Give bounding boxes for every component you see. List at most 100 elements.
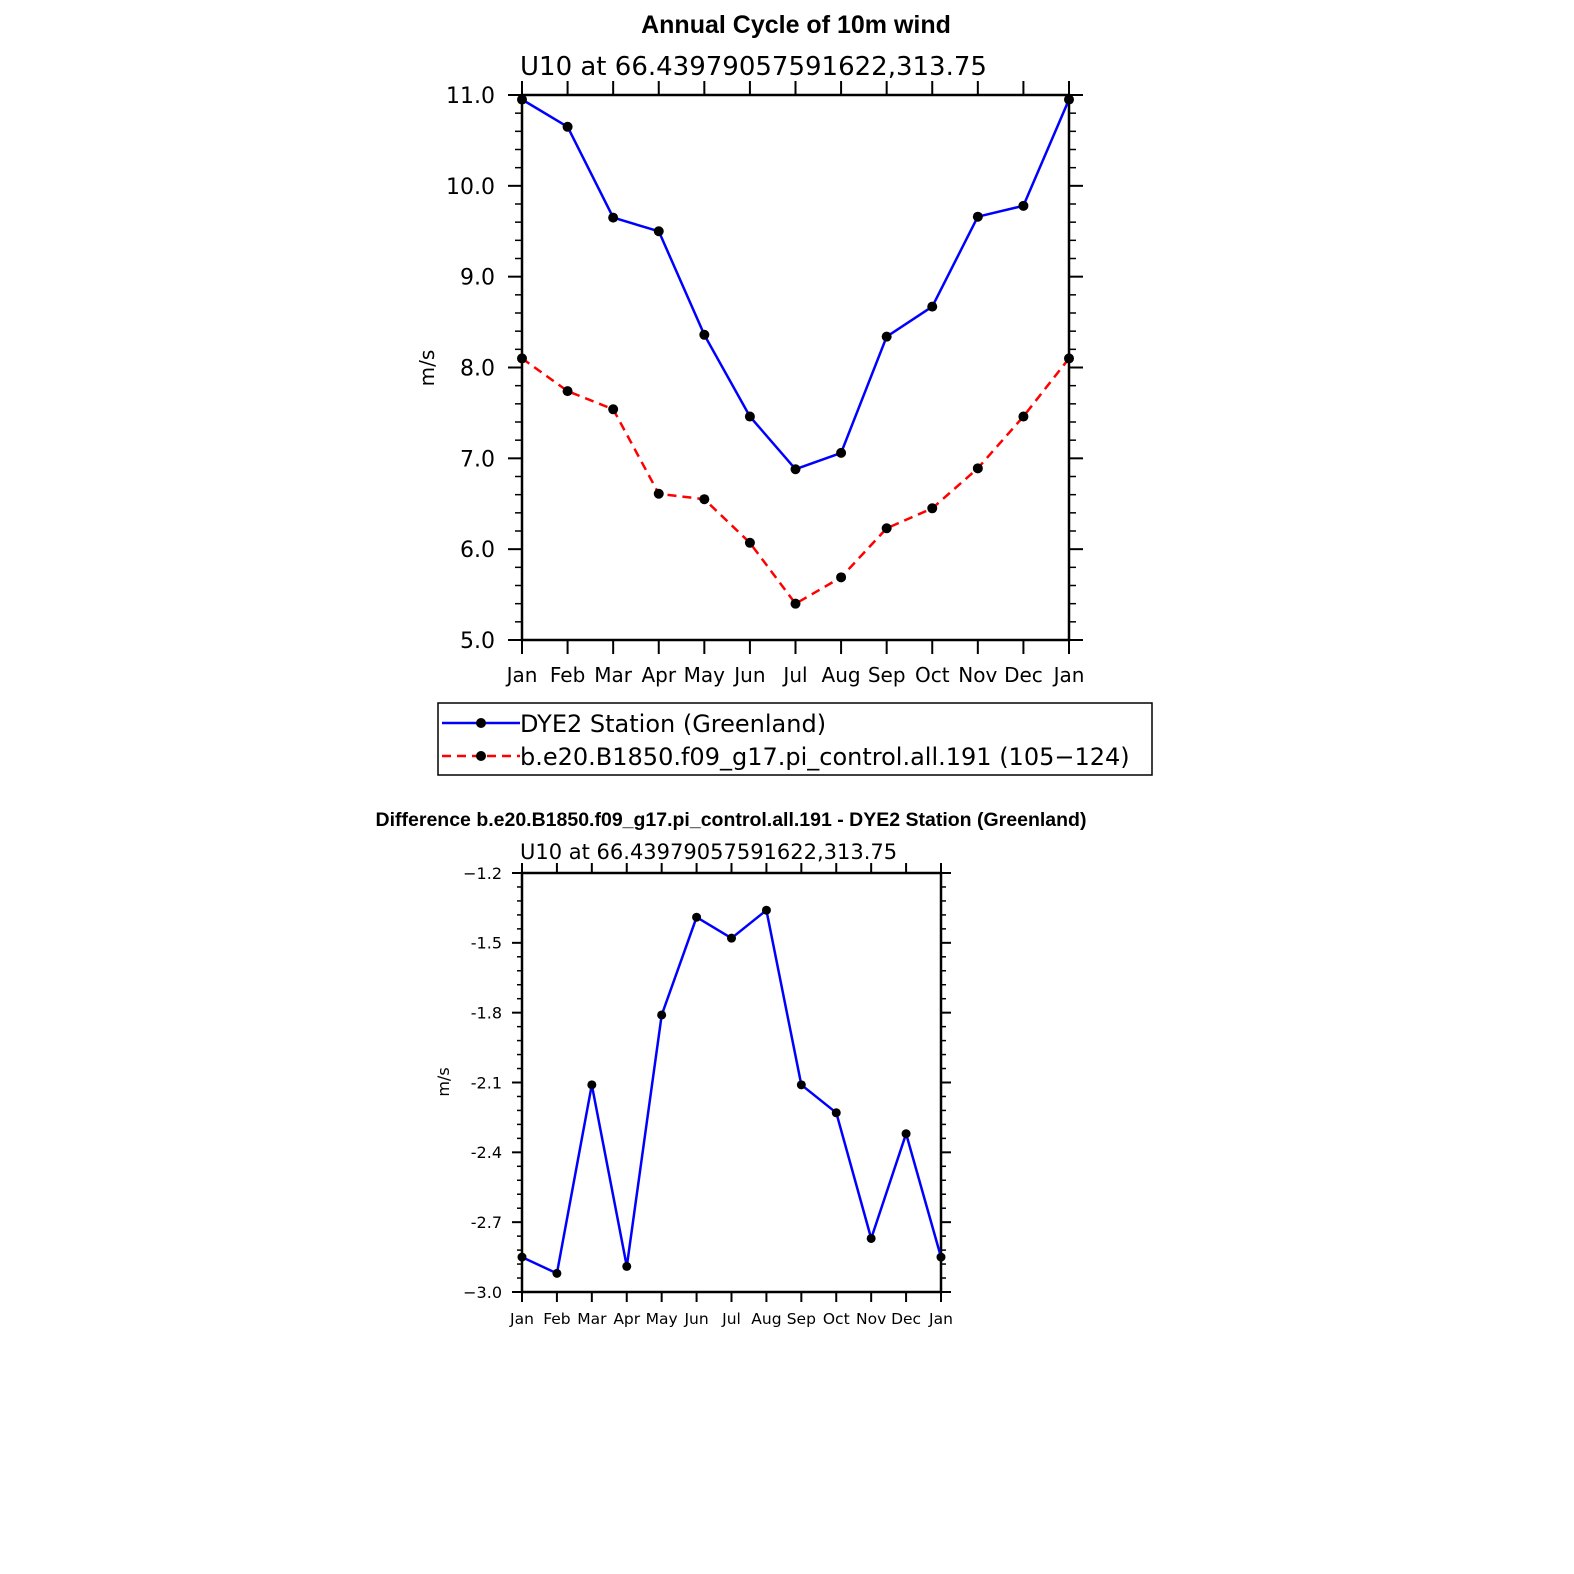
data-point (653, 226, 664, 237)
x-tick-label: Dec (1004, 663, 1043, 687)
x-tick-label: Feb (550, 663, 585, 687)
x-tick-label: May (684, 663, 726, 687)
data-point (790, 598, 801, 609)
x-tick-label: Mar (594, 663, 633, 687)
x-tick-label: Jun (683, 1310, 708, 1328)
x-tick-label: Oct (823, 1310, 850, 1328)
x-tick-label: Dec (891, 1310, 921, 1328)
x-tick-label: May (646, 1310, 678, 1328)
data-point (836, 572, 847, 583)
data-point (1018, 411, 1029, 422)
x-tick-label: Jul (781, 663, 807, 687)
legend-marker-model (476, 751, 486, 761)
data-point (881, 331, 892, 342)
data-point (936, 1252, 946, 1262)
y-tick-label: 6.0 (460, 538, 495, 563)
x-tick-label: Nov (856, 1310, 886, 1328)
x-tick-label: Mar (577, 1310, 607, 1328)
data-point (1018, 200, 1029, 211)
bottom-plot-area: Jan Feb Mar Apr May Jun Jul Aug Sep Oct Nov Dec Jan−… (463, 863, 953, 1328)
data-point (517, 1252, 527, 1262)
legend-marker-station (476, 718, 486, 728)
x-tick-label: Apr (641, 663, 676, 687)
y-tick-label: −3.0 (463, 1283, 502, 1302)
x-tick-label: Sep (868, 663, 906, 687)
y-tick-label: 5.0 (460, 629, 495, 654)
data-point (699, 329, 710, 340)
x-tick-label: Jul (721, 1310, 741, 1328)
x-tick-label: Sep (787, 1310, 816, 1328)
data-point (761, 905, 771, 915)
plot-frame (520, 93, 1071, 642)
data-point (927, 503, 938, 514)
top-plot-area: Jan Feb Mar Apr May Jun Jul Aug Sep Oct Nov Dec Jan 5… (446, 81, 1084, 687)
data-point (622, 1261, 632, 1271)
x-tick-label: Aug (822, 663, 861, 687)
data-point (831, 1108, 841, 1118)
y-tick-label: 8.0 (460, 356, 495, 381)
data-point (836, 447, 847, 458)
data-point (608, 404, 619, 415)
data-point (881, 523, 892, 534)
legend-label-model: b.e20.B1850.f09_g17.pi_control.all.191 (… (520, 743, 1130, 771)
x-tick-label: Feb (543, 1310, 570, 1328)
y-tick-label: -2.4 (471, 1143, 502, 1162)
data-point (1064, 353, 1074, 364)
y-tick-label: -1.8 (471, 1003, 502, 1022)
bottom-title: Difference b.e20.B1850.f09_g17.pi_contro… (376, 809, 1087, 831)
x-tick-label: Nov (958, 663, 997, 687)
difference-panel: Difference b.e20.B1850.f09_g17.pi_contro… (376, 809, 1087, 1328)
data-point (790, 464, 801, 475)
y-tick-label: -2.1 (471, 1073, 502, 1092)
y-tick-label: -1.5 (471, 934, 502, 953)
legend-label-station: DYE2 Station (Greenland) (520, 710, 826, 738)
y-tick-label: 11.0 (446, 84, 495, 109)
x-tick-label: Jan (505, 663, 538, 687)
y-tick-label: 10.0 (446, 175, 495, 200)
data-point (657, 1010, 667, 1020)
x-tick-label: Apr (613, 1310, 640, 1328)
data-point (727, 933, 736, 943)
data-point (587, 1080, 597, 1090)
data-point (1064, 94, 1074, 105)
x-tick-label: Jan (1052, 663, 1085, 687)
data-point (517, 94, 527, 105)
x-tick-label: Aug (751, 1310, 781, 1328)
data-point (866, 1233, 876, 1243)
annual-cycle-panel: Annual Cycle of 10m wind U10 at 66.43979… (415, 11, 1153, 776)
legend-box (437, 702, 1153, 776)
x-tick-label: Jan (509, 1310, 534, 1328)
x-tick-label: Jun (732, 663, 765, 687)
data-point (796, 1080, 806, 1090)
data-point (972, 463, 983, 474)
x-tick-label: Oct (915, 663, 950, 687)
y-tick-label: 7.0 (460, 447, 495, 472)
series-line-0 (521, 908, 943, 1275)
top-title: Annual Cycle of 10m wind (641, 11, 951, 39)
bottom-subtitle: U10 at 66.43979057591622,313.75 (520, 840, 897, 864)
top-subtitle: U10 at 66.43979057591622,313.75 (520, 52, 987, 82)
data-point (744, 411, 755, 422)
y-tick-label: 9.0 (460, 266, 495, 291)
series-line-0 (521, 98, 1071, 471)
series-line-1 (521, 357, 1070, 605)
y-tick-label: -2.7 (471, 1213, 502, 1232)
bottom-y-axis-label: m/s (434, 1067, 453, 1096)
data-point (972, 211, 983, 222)
data-point (653, 488, 664, 499)
data-point (927, 301, 938, 312)
data-point (744, 537, 755, 548)
data-point (562, 386, 573, 397)
data-point (901, 1129, 911, 1139)
data-point (552, 1268, 562, 1278)
data-point (562, 121, 573, 132)
data-point (699, 494, 710, 505)
data-point (692, 912, 702, 922)
y-tick-label: −1.2 (463, 864, 502, 883)
x-tick-label: Jan (928, 1310, 953, 1328)
top-legend: DYE2 Station (Greenland) b.e20.B1850.f09… (437, 702, 1153, 776)
top-y-axis-label: m/s (415, 350, 439, 387)
data-point (608, 212, 619, 223)
data-point (517, 353, 527, 364)
